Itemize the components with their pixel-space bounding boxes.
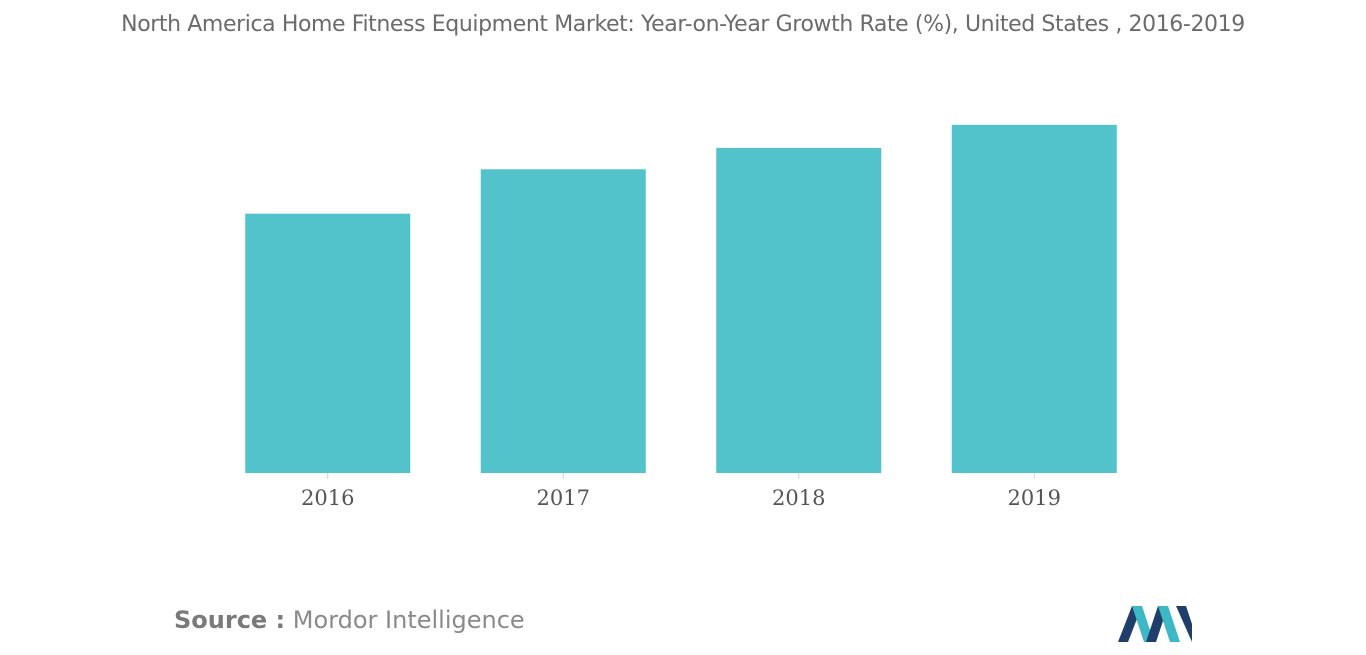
mordor-intelligence-logo-icon	[1118, 606, 1192, 642]
x-tick-label-2018: 2018	[772, 486, 825, 510]
source-text: Mordor Intelligence	[292, 606, 525, 634]
bar-2017	[480, 169, 646, 473]
bar-chart: 2016 2017 2018 2019	[245, 124, 1117, 510]
bar-2019	[951, 124, 1117, 473]
chart-title: North America Home Fitness Equipment Mar…	[121, 12, 1245, 37]
bar-2018	[716, 147, 882, 473]
source-note: Source : Mordor Intelligence	[174, 606, 525, 634]
bar-2016	[245, 213, 411, 473]
x-tick-label-2017: 2017	[537, 486, 590, 510]
source-label: Source :	[174, 606, 286, 634]
x-tick-label-2019: 2019	[1008, 486, 1061, 510]
x-tick-label-2016: 2016	[301, 486, 354, 510]
